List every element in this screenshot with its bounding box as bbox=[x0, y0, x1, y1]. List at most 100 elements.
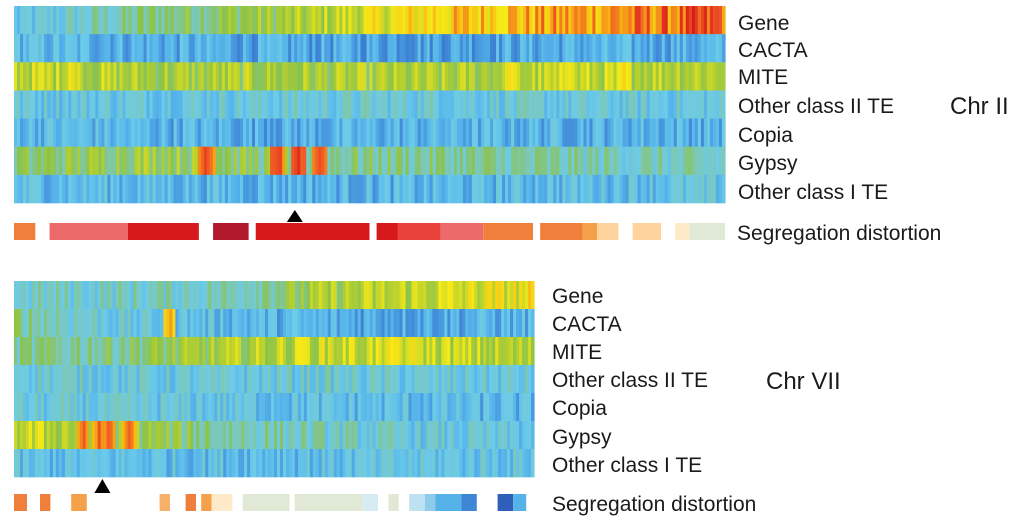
heat-cell-gene bbox=[357, 281, 362, 310]
heat-cell-other-class-i-te bbox=[197, 174, 202, 204]
heat-cell-gene bbox=[583, 6, 588, 35]
heat-cell-gypsy bbox=[88, 421, 93, 450]
heat-cell-mite bbox=[279, 337, 284, 366]
heat-cell-other-class-i-te bbox=[276, 174, 280, 204]
heat-cell-other-class-i-te bbox=[128, 174, 133, 204]
heat-cell-copia bbox=[115, 393, 120, 422]
heat-cell-copia bbox=[256, 393, 260, 422]
heat-cell-gypsy bbox=[526, 146, 530, 176]
heat-cell-other-class-ii-te bbox=[649, 90, 654, 119]
heat-cell-copia bbox=[396, 118, 401, 148]
heat-cell-cacta bbox=[390, 309, 395, 338]
heat-cell-copia bbox=[271, 393, 275, 422]
heat-cell-copia bbox=[709, 118, 714, 148]
heat-cell-other-class-i-te bbox=[315, 174, 319, 204]
heat-cell-cacta bbox=[255, 34, 259, 63]
heat-cell-other-class-ii-te bbox=[502, 90, 506, 119]
heat-cell-mite bbox=[504, 337, 508, 366]
heat-cell-gypsy bbox=[673, 146, 678, 176]
heat-cell-cacta bbox=[547, 34, 551, 63]
heat-cell-gypsy bbox=[62, 146, 66, 176]
heat-cell-copia bbox=[616, 118, 621, 148]
heat-cell-copia bbox=[390, 118, 395, 148]
heat-cell-copia bbox=[369, 393, 374, 422]
heat-cell-copia bbox=[318, 393, 323, 422]
heat-cell-other-class-i-te bbox=[267, 174, 271, 204]
heat-cell-gene bbox=[155, 6, 160, 35]
heat-cell-gypsy bbox=[507, 421, 511, 450]
heat-cell-mite bbox=[26, 62, 30, 91]
heat-cell-other-class-i-te bbox=[285, 449, 290, 478]
heat-cell-gypsy bbox=[468, 421, 472, 450]
heat-cell-mite bbox=[405, 62, 410, 91]
heat-cell-gypsy bbox=[170, 146, 175, 176]
heat-cell-mite bbox=[291, 62, 295, 91]
heat-cell-other-class-ii-te bbox=[652, 90, 657, 119]
heat-cell-gene bbox=[101, 6, 105, 35]
heat-cell-mite bbox=[541, 62, 545, 91]
heat-cell-gene bbox=[351, 281, 356, 310]
heat-cell-copia bbox=[565, 118, 569, 148]
segregation-block bbox=[483, 223, 534, 240]
heat-cell-gypsy bbox=[405, 146, 410, 176]
heat-cell-cacta bbox=[133, 309, 138, 338]
heat-cell-mite bbox=[303, 337, 308, 366]
heat-cell-other-class-ii-te bbox=[161, 90, 166, 119]
heat-cell-other-class-i-te bbox=[688, 174, 693, 204]
heat-cell-other-class-ii-te bbox=[300, 365, 305, 394]
heat-cell-other-class-ii-te bbox=[196, 365, 200, 394]
heat-cell-mite bbox=[97, 337, 102, 366]
heat-cell-mite bbox=[417, 62, 422, 91]
heat-cell-gene bbox=[502, 6, 506, 35]
heat-cell-other-class-i-te bbox=[423, 449, 428, 478]
heat-cell-gypsy bbox=[712, 146, 717, 176]
heat-cell-gypsy bbox=[456, 421, 460, 450]
heat-cell-other-class-ii-te bbox=[634, 90, 639, 119]
heat-cell-copia bbox=[631, 118, 636, 148]
heat-cell-copia bbox=[432, 393, 436, 422]
heat-cell-mite bbox=[47, 62, 51, 91]
heat-cell-gene bbox=[94, 281, 99, 310]
heat-cell-other-class-ii-te bbox=[242, 90, 247, 119]
heat-cell-mite bbox=[199, 337, 203, 366]
heat-cell-copia bbox=[17, 118, 21, 148]
heat-cell-other-class-ii-te bbox=[244, 365, 248, 394]
heat-cell-gypsy bbox=[411, 146, 416, 176]
heat-cell-gene bbox=[471, 281, 475, 310]
heat-cell-cacta bbox=[43, 309, 48, 338]
heat-cell-cacta bbox=[279, 309, 284, 338]
heat-cell-mite bbox=[59, 62, 63, 91]
heat-cell-other-class-i-te bbox=[616, 174, 621, 204]
heat-cell-mite bbox=[253, 337, 257, 366]
heat-cell-gypsy bbox=[217, 421, 221, 450]
heat-cell-gene bbox=[333, 6, 337, 35]
heat-cell-gypsy bbox=[541, 146, 545, 176]
heat-cell-mite bbox=[652, 62, 657, 91]
heat-cell-gypsy bbox=[414, 146, 419, 176]
heat-cell-gene bbox=[143, 6, 148, 35]
heat-cell-copia bbox=[655, 118, 660, 148]
heat-cell-gypsy bbox=[658, 146, 663, 176]
heat-cell-gene bbox=[387, 281, 392, 310]
heat-cell-cacta bbox=[535, 34, 539, 63]
heat-cell-cacta bbox=[444, 309, 448, 338]
heat-cell-cacta bbox=[490, 34, 494, 63]
heat-cell-mite bbox=[163, 337, 168, 366]
heat-cell-other-class-i-te bbox=[221, 174, 226, 204]
heat-cell-gene bbox=[297, 6, 301, 35]
heat-cell-gypsy bbox=[106, 421, 111, 450]
heat-cell-cacta bbox=[387, 309, 392, 338]
heat-cell-gypsy bbox=[184, 421, 188, 450]
heat-cell-gypsy bbox=[489, 421, 493, 450]
heat-cell-copia bbox=[44, 118, 48, 148]
heat-cell-other-class-ii-te bbox=[709, 90, 714, 119]
heat-cell-gene bbox=[487, 6, 491, 35]
heat-cell-copia bbox=[592, 118, 597, 148]
heat-cell-mite bbox=[294, 337, 299, 366]
heat-cell-gene bbox=[92, 6, 96, 35]
heat-cell-mite bbox=[381, 337, 386, 366]
heat-cell-cacta bbox=[468, 34, 473, 63]
heat-cell-gene bbox=[336, 281, 341, 310]
heat-cell-cacta bbox=[658, 34, 663, 63]
heat-cell-other-class-ii-te bbox=[119, 90, 124, 119]
